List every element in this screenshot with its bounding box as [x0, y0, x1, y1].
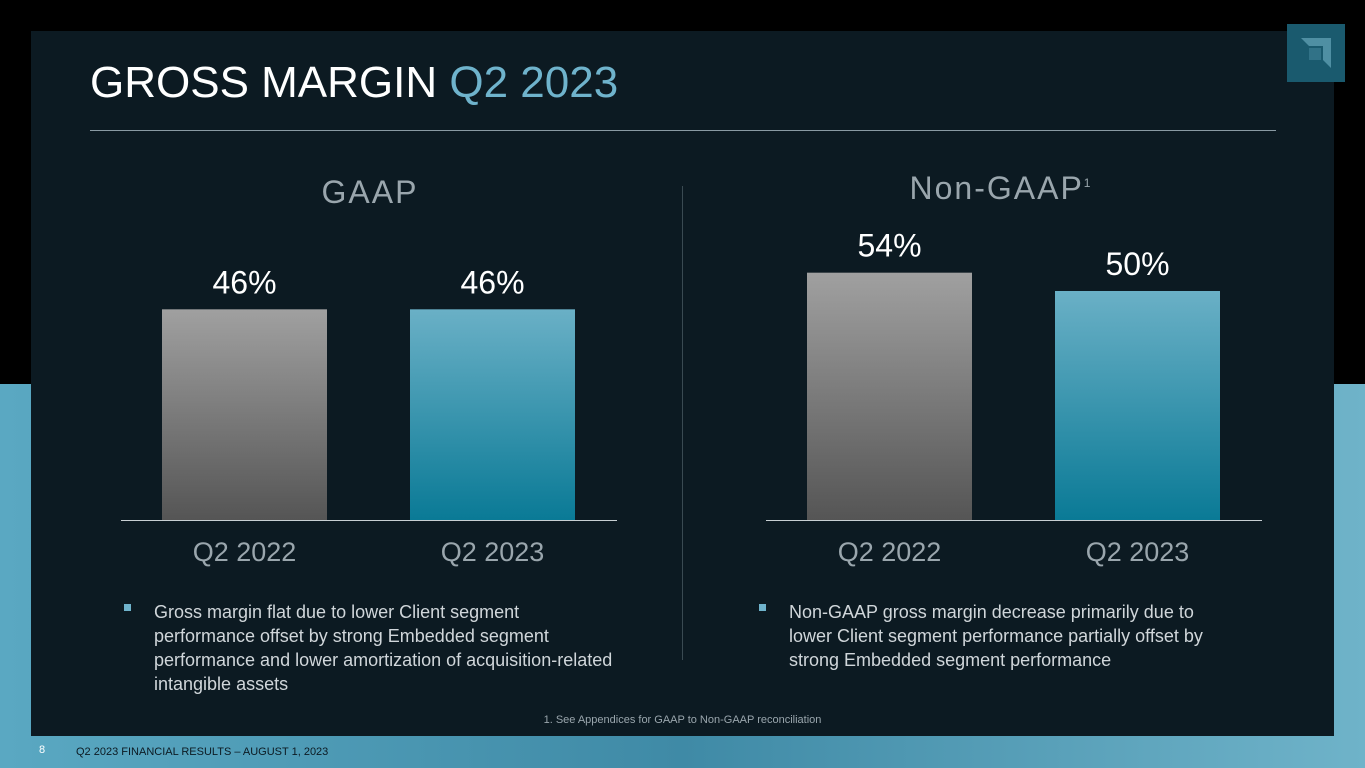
title-accent: Q2 2023 [449, 58, 619, 107]
non-gaap-bar-2 [1055, 291, 1220, 520]
charts-divider [682, 186, 683, 660]
gaap-category-label: Q2 2023 [441, 537, 545, 567]
footer-text: Q2 2023 FINANCIAL RESULTS – AUGUST 1, 20… [76, 746, 329, 758]
non-gaap-bullet: Non-GAAP gross margin decrease primarily… [759, 600, 1239, 672]
gaap-category-label: Q2 2022 [193, 537, 297, 567]
non-gaap-value-label: 50% [1105, 246, 1169, 282]
footnote: 1. See Appendices for GAAP to Non-GAAP r… [543, 714, 822, 726]
non-gaap-bar-1 [807, 272, 972, 520]
gaap-bar-1 [162, 309, 327, 520]
page-title: GROSS MARGIN Q2 2023 [90, 58, 619, 107]
non-gaap-value-label: 54% [857, 228, 921, 264]
title-divider [90, 130, 1276, 131]
non-gaap-category-label: Q2 2023 [1086, 537, 1190, 567]
page-number: 8 [39, 744, 46, 756]
gaap-bullet: Gross margin flat due to lower Client se… [124, 600, 624, 696]
gaap-bar-2 [410, 309, 575, 520]
gaap-value-label: 46% [212, 264, 276, 300]
amd-logo-icon [1287, 24, 1345, 82]
footnote-marker: 1 [1083, 176, 1091, 190]
non-gaap-chart-title: Non-GAAP1 [909, 170, 1091, 206]
non-gaap-category-label: Q2 2022 [838, 537, 942, 567]
gaap-value-label: 46% [460, 264, 524, 300]
gaap-chart-title: GAAP [321, 174, 419, 210]
bullet-marker [124, 604, 131, 611]
bullet-marker [759, 604, 766, 611]
